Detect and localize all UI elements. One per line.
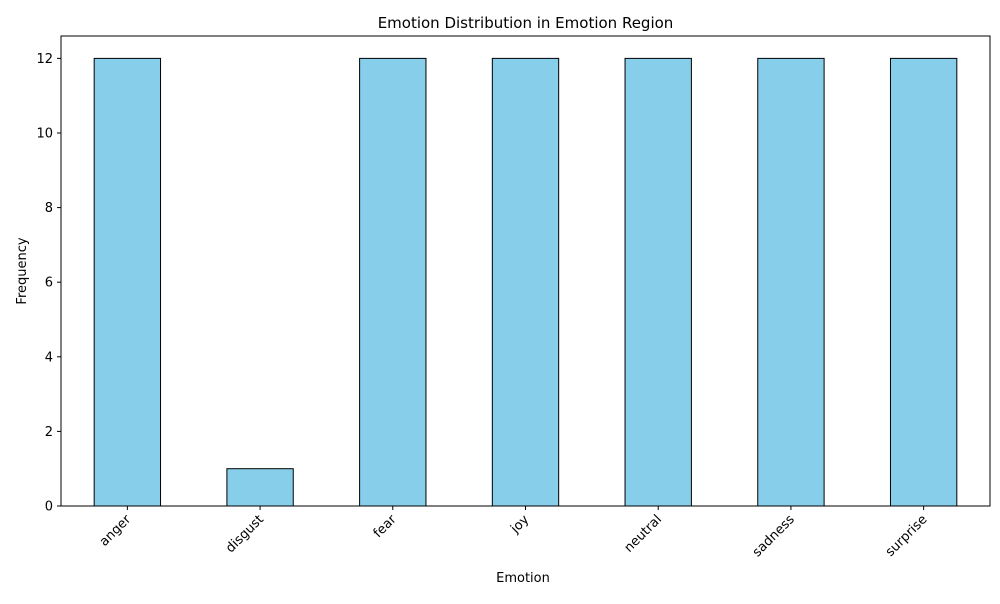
x-tick-label-sadness: sadness <box>750 512 798 560</box>
plot-frame <box>60 35 991 507</box>
x-axis-label: Emotion <box>496 571 550 586</box>
y-tick-label-0: 0 <box>45 500 53 515</box>
chart-title: Emotion Distribution in Emotion Region <box>378 14 674 32</box>
y-axis-label: Frequency <box>15 237 30 304</box>
x-tick-label-neutral: neutral <box>622 512 665 555</box>
bar-neutral <box>624 57 692 507</box>
y-tick-label-10: 10 <box>36 126 53 141</box>
bar-anger <box>93 57 162 507</box>
y-tick-label-8: 8 <box>45 201 53 216</box>
x-tick-label-surprise: surprise <box>883 512 931 560</box>
bar-surprise <box>889 57 958 507</box>
y-tick-label-2: 2 <box>45 425 53 440</box>
bar-joy <box>491 57 560 507</box>
y-tick-label-12: 12 <box>36 52 53 67</box>
y-tick-label-6: 6 <box>45 276 53 291</box>
bars-layer <box>93 57 958 507</box>
x-tick-label-fear: fear <box>371 512 400 541</box>
x-tick-label-anger: anger <box>97 512 135 550</box>
y-tick-label-4: 4 <box>45 350 53 365</box>
bar-sadness <box>757 57 825 507</box>
x-tick-label-disgust: disgust <box>223 512 267 556</box>
bar-disgust <box>226 468 294 507</box>
bar-fear <box>359 57 427 507</box>
x-tick-label-joy: joy <box>507 512 532 537</box>
